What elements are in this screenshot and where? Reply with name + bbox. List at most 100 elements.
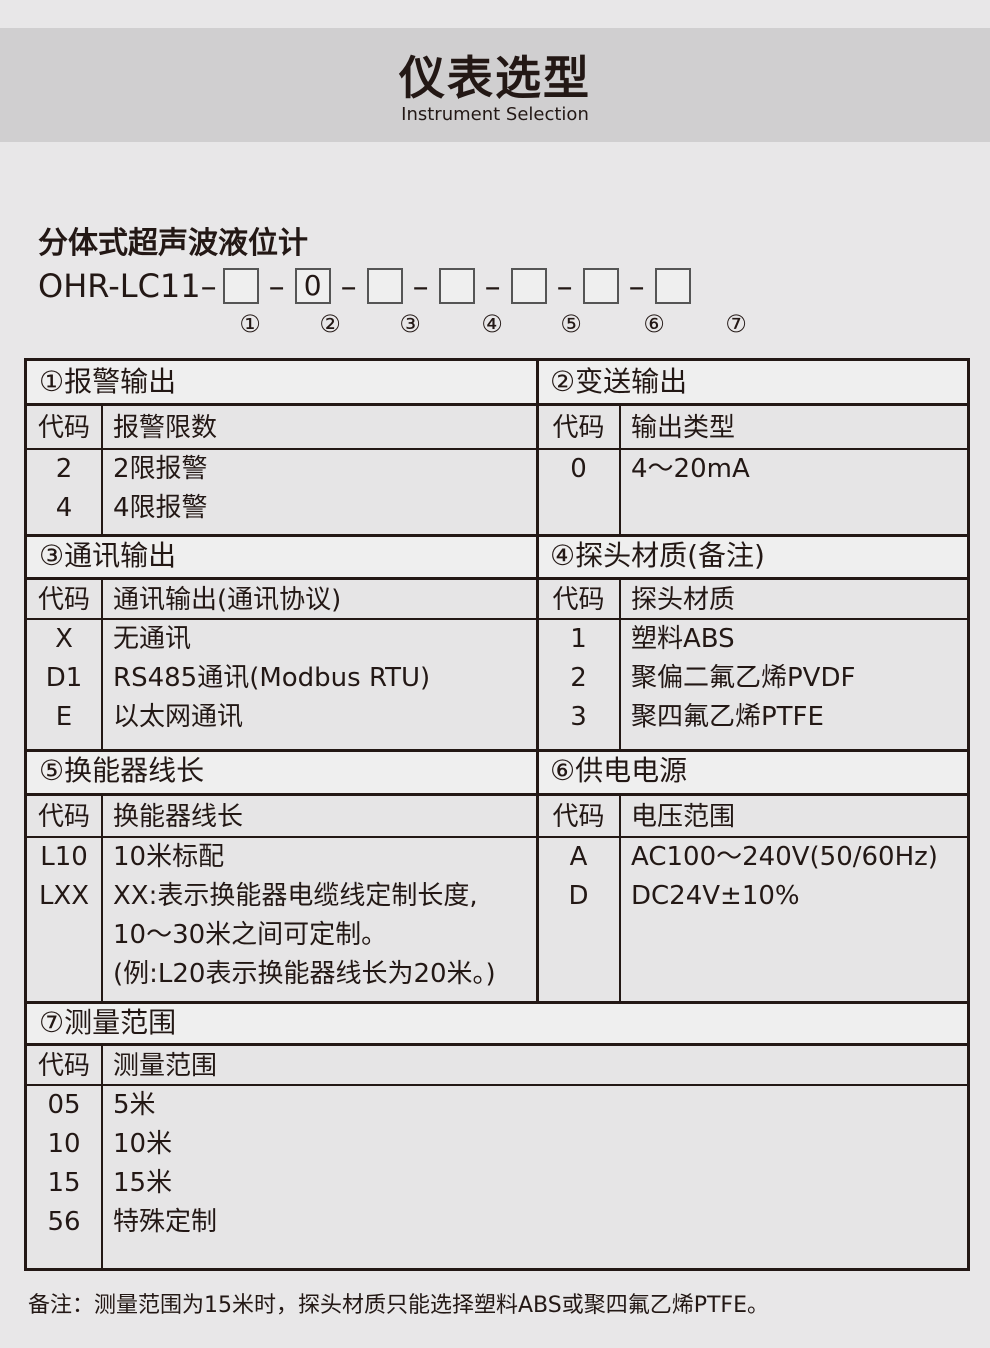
header-band: 仪表选型 Instrument Selection bbox=[0, 28, 990, 142]
selection-table: ①报警输出 代码 报警限数 2 2限报警 4 4限报警 ②变送输出 代码 输出类型 0 4～20mA ③… bbox=[24, 358, 970, 1271]
section-divider bbox=[27, 1001, 967, 1004]
section-title: ⑤换能器线长 bbox=[27, 750, 538, 796]
column-divider bbox=[101, 796, 103, 1002]
section-title: ②变送输出 bbox=[538, 361, 967, 406]
row-code: 4 bbox=[55, 493, 73, 523]
model-slot-7 bbox=[654, 268, 691, 304]
row-code: 10 bbox=[47, 1129, 81, 1159]
desc-column-header: 报警限数 bbox=[113, 413, 218, 443]
column-divider bbox=[101, 1046, 103, 1268]
row-desc: 以太网通讯 bbox=[113, 702, 244, 732]
column-header-row bbox=[27, 796, 538, 838]
desc-column-header: 探头材质 bbox=[631, 585, 736, 615]
model-slot-3 bbox=[366, 268, 403, 304]
row-desc: (例:L20表示换能器线长为20米。) bbox=[113, 959, 496, 989]
dash: – bbox=[412, 267, 429, 305]
row-code: A bbox=[569, 842, 588, 872]
column-header-row bbox=[27, 1046, 967, 1086]
code-column-header: 代码 bbox=[37, 413, 90, 443]
desc-column-header: 电压范围 bbox=[631, 802, 736, 832]
center-divider bbox=[536, 361, 539, 1002]
slot-number: ⑦ bbox=[725, 310, 747, 338]
column-divider bbox=[619, 406, 621, 535]
row-code: X bbox=[55, 624, 73, 654]
row-code: 0 bbox=[570, 454, 587, 484]
row-code: 3 bbox=[570, 702, 587, 732]
row-code: 15 bbox=[47, 1168, 81, 1198]
slot-number: ② bbox=[319, 310, 341, 338]
slot-number: ⑤ bbox=[560, 310, 582, 338]
row-code: L10 bbox=[40, 842, 88, 872]
column-divider bbox=[101, 406, 103, 535]
column-header-row bbox=[538, 406, 967, 450]
row-desc: XX:表示换能器电缆线定制长度, bbox=[113, 881, 478, 911]
desc-column-header: 通讯输出(通讯协议) bbox=[113, 585, 342, 615]
code-column-header: 代码 bbox=[37, 802, 90, 832]
row-code: LXX bbox=[38, 881, 90, 911]
row-desc: 聚四氟乙烯PTFE bbox=[631, 702, 824, 732]
row-code: 1 bbox=[570, 624, 587, 654]
row-desc: 塑料ABS bbox=[631, 624, 735, 654]
slot-number: ① bbox=[239, 310, 261, 338]
row-desc: AC100～240V(50/60Hz) bbox=[631, 842, 938, 872]
code-column-header: 代码 bbox=[552, 585, 605, 615]
slot-number: ④ bbox=[481, 310, 503, 338]
row-code: 56 bbox=[47, 1207, 81, 1237]
row-code: 2 bbox=[570, 663, 587, 693]
model-slot-2: 0 bbox=[294, 268, 331, 304]
row-desc: RS485通讯(Modbus RTU) bbox=[113, 663, 431, 693]
row-desc: 5米 bbox=[113, 1090, 156, 1120]
model-code: OHR-LC11– –0– – – – – bbox=[38, 264, 697, 308]
row-desc: DC24V±10% bbox=[631, 881, 800, 911]
row-desc: 10米 bbox=[113, 1129, 173, 1159]
column-header-row bbox=[538, 796, 967, 838]
code-column-header: 代码 bbox=[552, 802, 605, 832]
row-desc: 2限报警 bbox=[113, 454, 208, 484]
desc-column-header: 换能器线长 bbox=[113, 802, 244, 832]
column-header-row bbox=[538, 580, 967, 620]
row-desc: 10米标配 bbox=[113, 842, 225, 872]
column-divider bbox=[619, 580, 621, 750]
page-title: 仪表选型 bbox=[399, 51, 591, 105]
row-desc: 特殊定制 bbox=[113, 1207, 218, 1237]
column-header-row bbox=[27, 406, 538, 450]
dash: – bbox=[340, 267, 357, 305]
section-title: ③通讯输出 bbox=[27, 535, 538, 580]
column-divider bbox=[101, 580, 103, 750]
row-code: 05 bbox=[47, 1090, 81, 1120]
row-code: D bbox=[568, 881, 589, 911]
model-slot-1 bbox=[222, 268, 259, 304]
model-slot-5 bbox=[510, 268, 547, 304]
slot-number: ③ bbox=[399, 310, 421, 338]
section-divider bbox=[27, 749, 967, 752]
model-slot-4 bbox=[438, 268, 475, 304]
product-name: 分体式超声波液位计 bbox=[38, 226, 308, 261]
column-divider bbox=[619, 796, 621, 1002]
model-slot-6 bbox=[582, 268, 619, 304]
section-title: ⑥供电电源 bbox=[538, 750, 967, 796]
row-desc: 无通讯 bbox=[113, 624, 192, 654]
desc-column-header: 输出类型 bbox=[631, 413, 736, 443]
dash: – bbox=[484, 267, 501, 305]
section-title: ⑦测量范围 bbox=[27, 1002, 967, 1046]
model-prefix: OHR-LC11– bbox=[38, 267, 217, 305]
dash: – bbox=[268, 267, 285, 305]
dash: – bbox=[556, 267, 573, 305]
row-code: 2 bbox=[55, 454, 73, 484]
row-desc: 4～20mA bbox=[631, 454, 750, 484]
code-column-header: 代码 bbox=[37, 585, 90, 615]
desc-column-header: 测量范围 bbox=[113, 1051, 218, 1081]
code-column-header: 代码 bbox=[37, 1051, 90, 1081]
row-desc: 15米 bbox=[113, 1168, 173, 1198]
row-code: D1 bbox=[45, 663, 83, 693]
row-desc: 4限报警 bbox=[113, 493, 208, 523]
section-divider bbox=[27, 534, 967, 537]
column-header-row bbox=[27, 580, 538, 620]
dash: – bbox=[628, 267, 645, 305]
footnote: 备注：测量范围为15米时，探头材质只能选择塑料ABS或聚四氟乙烯PTFE。 bbox=[28, 1293, 769, 1318]
row-desc: 10～30米之间可定制。 bbox=[113, 920, 388, 950]
row-desc: 聚偏二氟乙烯PVDF bbox=[631, 663, 856, 693]
row-code: E bbox=[55, 702, 73, 732]
page-subtitle: Instrument Selection bbox=[401, 104, 589, 125]
code-column-header: 代码 bbox=[552, 413, 605, 443]
